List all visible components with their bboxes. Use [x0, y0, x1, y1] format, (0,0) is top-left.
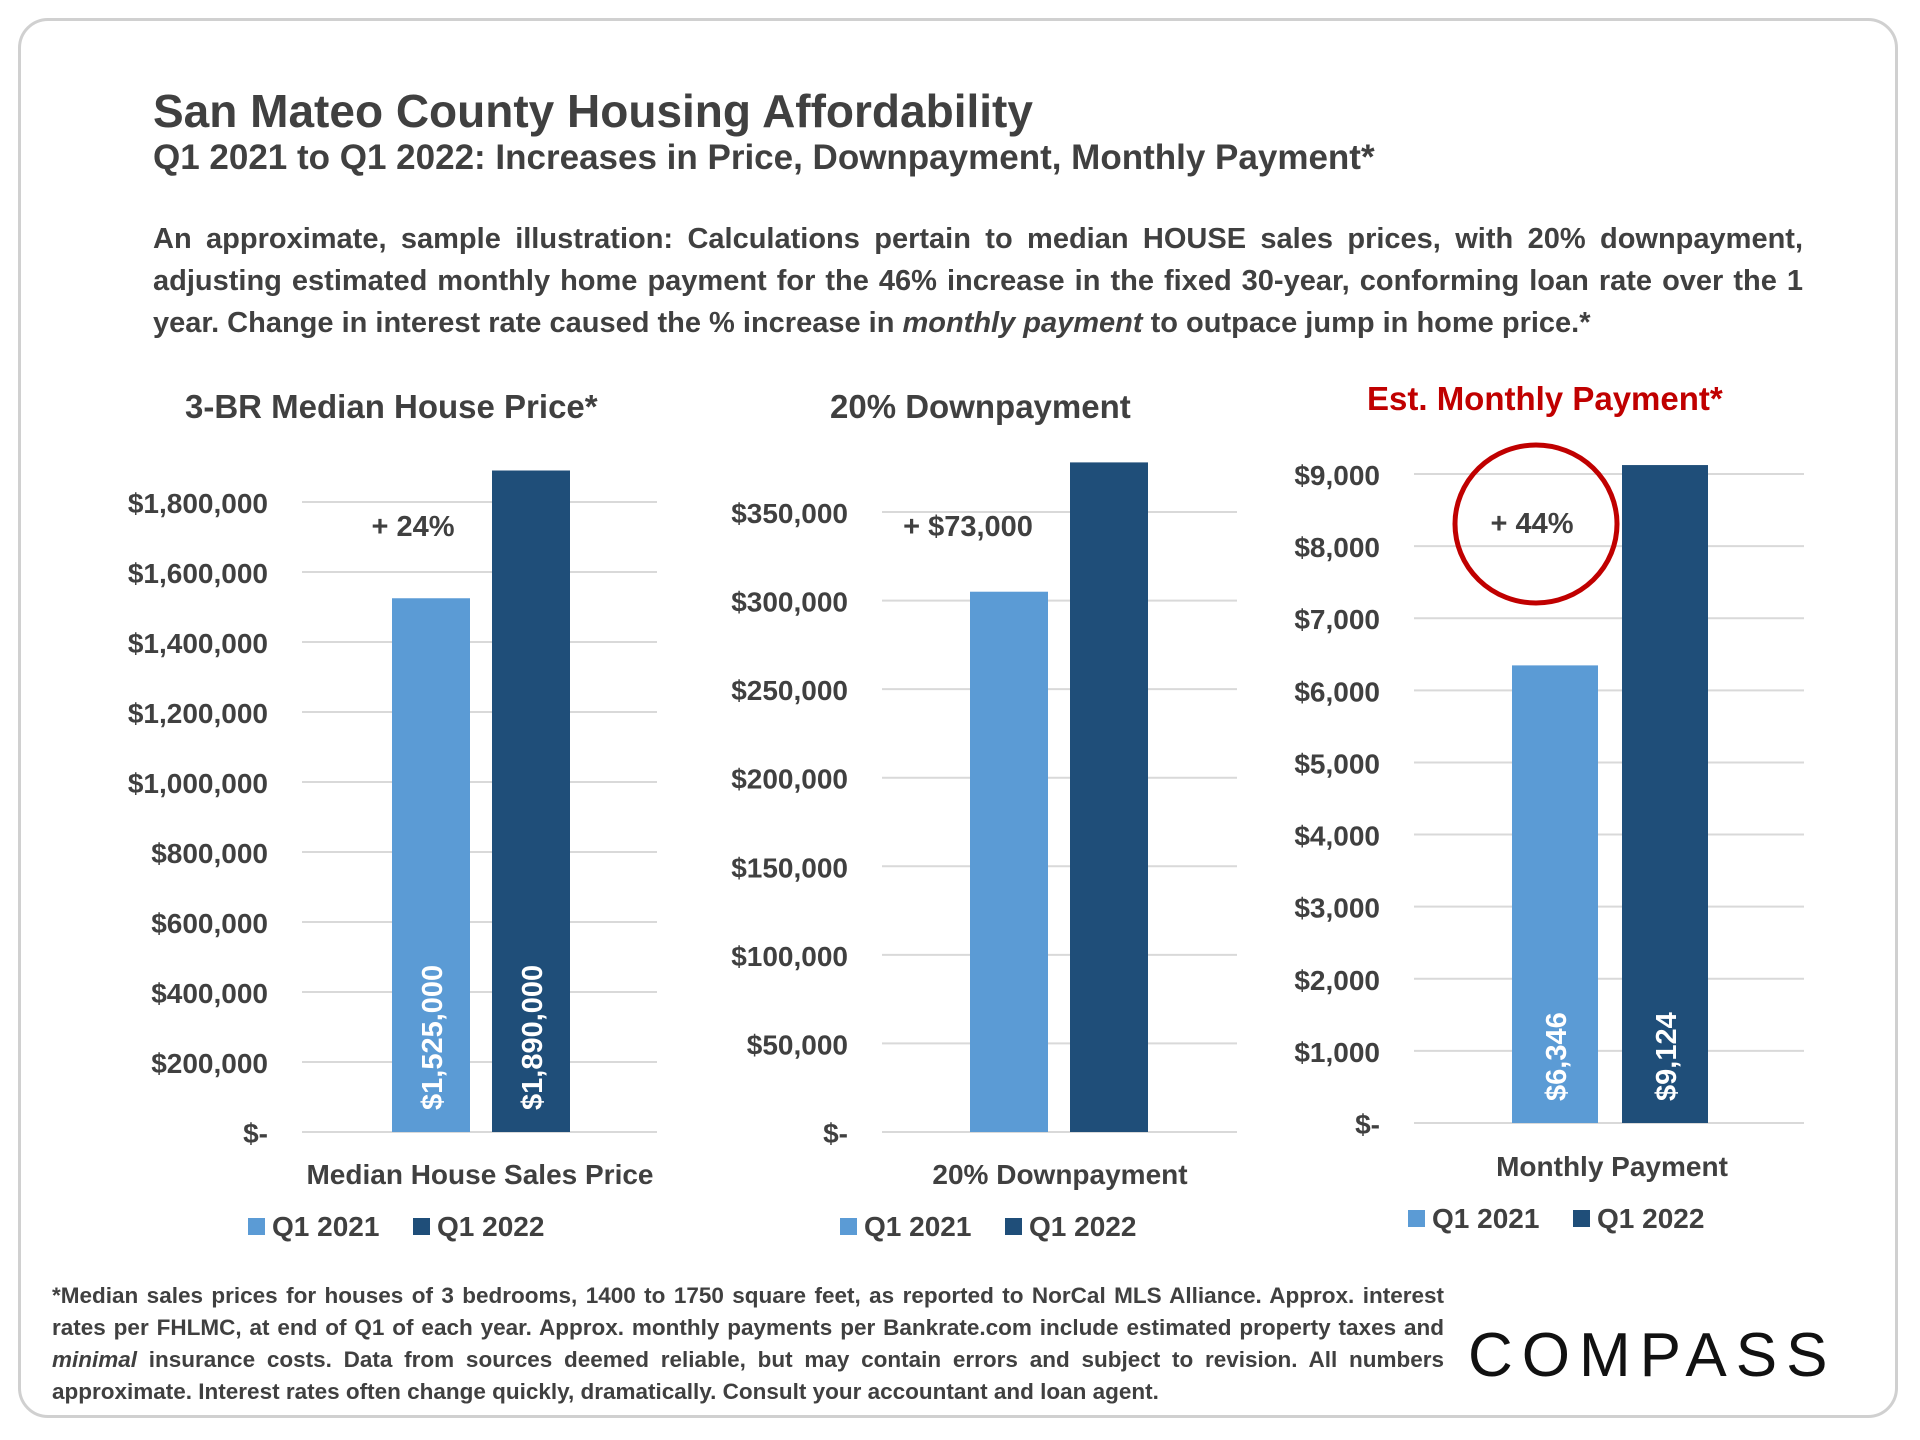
bar-q1-2022 [492, 470, 570, 1132]
y-tick-label: $- [243, 1118, 268, 1149]
y-tick-label: $600,000 [151, 908, 268, 939]
bar-q1-2021 [392, 598, 470, 1132]
chart-title-downpayment: 20% Downpayment [830, 388, 1131, 425]
footnote-emphasis: minimal [52, 1347, 138, 1372]
footnote-text-end: insurance costs. Data from sources deeme… [52, 1347, 1444, 1404]
change-annotation: + $73,000 [903, 511, 1033, 543]
page-subtitle: Q1 2021 to Q1 2022: Increases in Price, … [153, 138, 1375, 177]
y-tick-label: $1,800,000 [128, 488, 268, 519]
legend-label: Q1 2022 [1029, 1211, 1136, 1242]
chart-frame [18, 18, 1898, 1418]
y-tick-label: $1,400,000 [128, 628, 268, 659]
legend-swatch [1573, 1210, 1590, 1227]
y-tick-label: $6,000 [1294, 676, 1380, 707]
y-tick-label: $1,000 [1294, 1037, 1380, 1068]
y-tick-label: $1,000,000 [128, 768, 268, 799]
bar-q1-2022 [1622, 465, 1708, 1123]
y-tick-label: $200,000 [151, 1048, 268, 1079]
description-emphasis: monthly payment [902, 307, 1143, 339]
y-tick-label: $1,600,000 [128, 558, 268, 589]
change-annotation: + 44% [1490, 508, 1573, 540]
y-tick-label: $300,000 [731, 587, 848, 618]
y-tick-label: $250,000 [731, 675, 848, 706]
y-tick-label: $800,000 [151, 838, 268, 869]
bar-data-label: $1,525,000 [417, 965, 449, 1110]
chart-title-monthly-payment: Est. Monthly Payment* [1367, 380, 1723, 417]
y-tick-label: $100,000 [731, 941, 848, 972]
footnote: *Median sales prices for houses of 3 bed… [52, 1280, 1444, 1408]
chart-title-house-price: 3-BR Median House Price* [185, 388, 598, 425]
footnote-text: *Median sales prices for houses of 3 bed… [52, 1283, 1444, 1340]
x-axis-label: 20% Downpayment [932, 1159, 1187, 1190]
bar-data-label: $9,124 [1651, 1012, 1683, 1101]
bar-q1-2022 [1070, 462, 1148, 1132]
x-axis-label: Median House Sales Price [306, 1159, 653, 1190]
y-tick-label: $150,000 [731, 852, 848, 883]
legend-label: Q1 2022 [1597, 1203, 1704, 1234]
legend-swatch [1408, 1210, 1425, 1227]
y-tick-label: $7,000 [1294, 604, 1380, 635]
bar-q1-2021 [970, 591, 1048, 1132]
legend-swatch [840, 1218, 857, 1235]
y-tick-label: $200,000 [731, 764, 848, 795]
y-tick-label: $2,000 [1294, 965, 1380, 996]
description: An approximate, sample illustration: Cal… [153, 218, 1803, 344]
y-tick-label: $350,000 [731, 498, 848, 529]
y-tick-label: $- [823, 1118, 848, 1149]
legend-swatch [413, 1218, 430, 1235]
y-tick-label: $400,000 [151, 978, 268, 1009]
y-tick-label: $50,000 [747, 1029, 848, 1060]
bar-data-label: $6,346 [1541, 1012, 1573, 1101]
change-annotation: + 24% [371, 511, 454, 543]
compass-logo: COMPASS [1468, 1321, 1837, 1390]
y-tick-label: $1,200,000 [128, 698, 268, 729]
y-tick-label: $- [1355, 1109, 1380, 1140]
bar-data-label: $1,890,000 [517, 965, 549, 1110]
y-tick-label: $9,000 [1294, 460, 1380, 491]
legend-label: Q1 2021 [1432, 1203, 1539, 1234]
legend-swatch [1005, 1218, 1022, 1235]
description-text: An approximate, sample illustration: Cal… [153, 223, 1803, 339]
bar-q1-2021 [1512, 665, 1598, 1123]
y-tick-label: $8,000 [1294, 532, 1380, 563]
legend-label: Q1 2021 [864, 1211, 971, 1242]
legend-label: Q1 2021 [272, 1211, 379, 1242]
legend-swatch [248, 1218, 265, 1235]
legend-label: Q1 2022 [437, 1211, 544, 1242]
page-title: San Mateo County Housing Affordability [153, 85, 1033, 137]
y-tick-label: $3,000 [1294, 893, 1380, 924]
x-axis-label: Monthly Payment [1496, 1151, 1728, 1182]
y-tick-label: $4,000 [1294, 821, 1380, 852]
y-tick-label: $5,000 [1294, 748, 1380, 779]
highlight-circle [1452, 442, 1620, 606]
description-text-end: to outpace jump in home price.* [1142, 307, 1591, 339]
